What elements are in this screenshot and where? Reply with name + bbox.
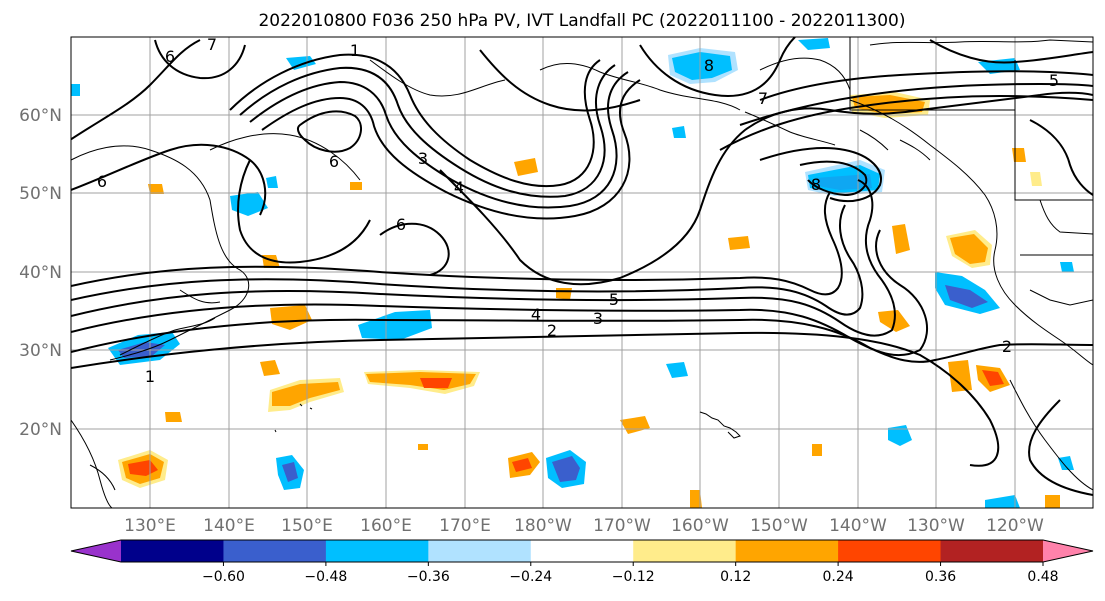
colorbar-segment — [530, 540, 634, 562]
map-title: 2022010800 F036 250 hPa PV, IVT Landfall… — [258, 11, 905, 31]
lon-axis: 130°E 140°E 150°E 160°E 170°E 180°W 170°… — [124, 516, 1044, 536]
colorbar-segment — [735, 540, 839, 562]
colorbar-label: −0.60 — [202, 569, 245, 585]
lat-axis: 20°N 30°N 40°N 50°N 60°N — [19, 106, 62, 440]
colorbar-label: 0.48 — [1027, 569, 1058, 585]
contour-label: 6 — [165, 47, 175, 66]
lon-label: 130°E — [124, 516, 176, 536]
colorbar-extend-min — [71, 540, 121, 562]
colorbar-label: −0.36 — [407, 569, 450, 585]
contour-label: 1 — [145, 367, 155, 386]
map-frame — [70, 36, 1094, 509]
contour-label: 2 — [547, 321, 557, 340]
colorbar-outline — [70, 539, 1094, 563]
contour-label: 4 — [454, 178, 464, 197]
map-content: 1 1 2 2 3 3 4 4 5 5 6 6 6 6 7 7 8 8 — [71, 35, 1093, 508]
colorbar-label: −0.24 — [509, 569, 552, 585]
colorbar-segment — [428, 540, 532, 562]
colorbar: −0.60 −0.48 −0.36 −0.24 −0.12 0.12 0.24 0.36 0.4… — [70, 539, 1094, 585]
lon-label: 150°W — [750, 516, 808, 536]
contour-label: 2 — [1002, 337, 1012, 356]
colorbar-extend-max — [1043, 540, 1093, 562]
contour-label: 3 — [418, 149, 428, 168]
contour-label: 3 — [593, 309, 603, 328]
lon-label: 130°W — [907, 516, 965, 536]
colorbar-segment — [325, 540, 429, 562]
colorbar-label: 0.24 — [823, 569, 854, 585]
contour-label: 6 — [97, 172, 107, 191]
colorbar-label: −0.12 — [612, 569, 655, 585]
contour-label: 7 — [207, 35, 217, 54]
contour-labels: 1 1 2 2 3 3 4 4 5 5 6 6 6 6 7 7 8 8 — [97, 35, 1059, 386]
contour-label: 5 — [609, 290, 619, 309]
lon-label: 140°W — [829, 516, 887, 536]
lat-label: 60°N — [19, 106, 62, 126]
colorbar-label: 0.36 — [925, 569, 956, 585]
lon-label: 160°E — [360, 516, 412, 536]
contour-label: 1 — [350, 41, 360, 60]
colorbar-segment — [838, 540, 942, 562]
contour-label: 8 — [704, 56, 714, 75]
contour-label: 6 — [329, 152, 339, 171]
contour-label: 5 — [1049, 71, 1059, 90]
colorbar-segment — [223, 540, 327, 562]
contour-label: 6 — [396, 215, 406, 234]
colorbar-segment — [940, 540, 1044, 562]
positive-anomaly-patches — [118, 92, 1060, 508]
contour-label: 8 — [811, 175, 821, 194]
pv-contours — [71, 37, 1093, 496]
lon-label: 120°W — [986, 516, 1044, 536]
lon-label: 150°E — [281, 516, 333, 536]
colorbar-segment — [121, 540, 224, 562]
lat-label: 30°N — [19, 341, 62, 361]
lat-label: 40°N — [19, 263, 62, 283]
colorbar-label: −0.48 — [304, 569, 347, 585]
colorbar-segment — [633, 540, 737, 562]
lon-label: 170°E — [439, 516, 491, 536]
lon-label: 160°W — [671, 516, 729, 536]
lon-label: 180°W — [514, 516, 572, 536]
lat-label: 50°N — [19, 184, 62, 204]
lat-label: 20°N — [19, 420, 62, 440]
contour-label: 7 — [758, 89, 768, 108]
coastlines — [71, 37, 1093, 508]
contour-label: 4 — [531, 305, 541, 324]
colorbar-label: 0.12 — [720, 569, 751, 585]
lon-label: 140°E — [203, 516, 255, 536]
lon-label: 170°W — [593, 516, 651, 536]
